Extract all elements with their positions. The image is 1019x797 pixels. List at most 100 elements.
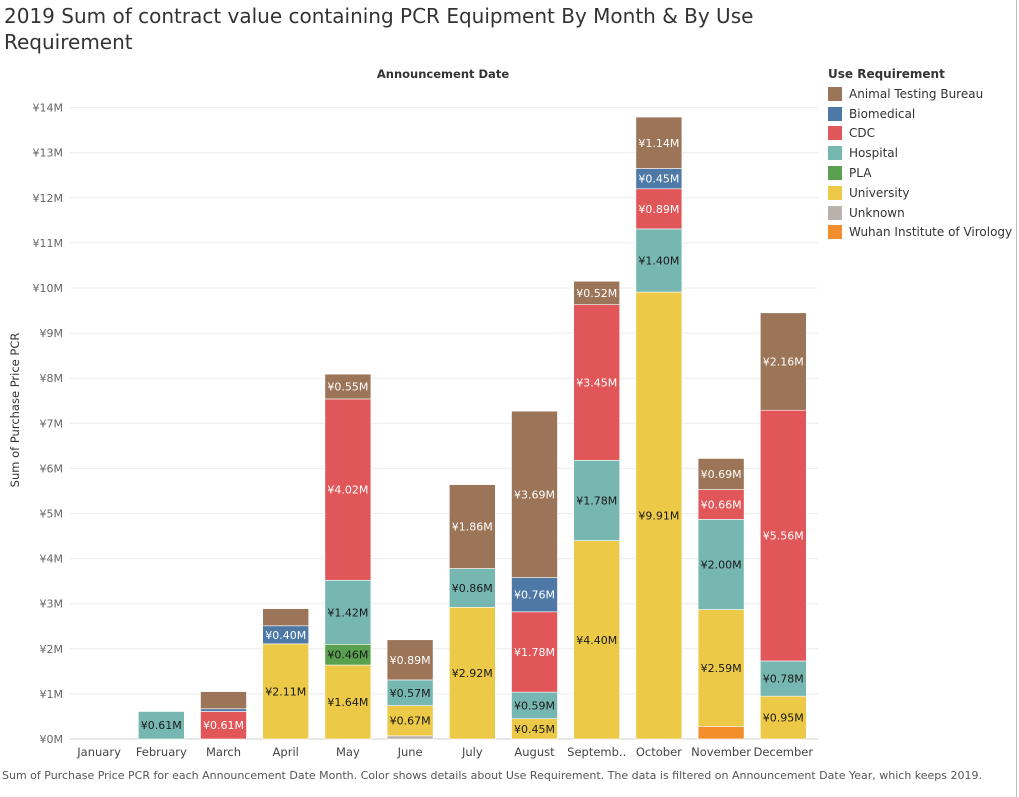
legend-item-animal-testing-bureau[interactable]: Animal Testing Bureau [828, 84, 1018, 104]
data-label: ¥4.40M [576, 634, 617, 647]
bar-segment-november-university[interactable] [697, 609, 745, 727]
legend-label: PLA [849, 166, 872, 181]
data-label: ¥9.91M [638, 510, 679, 523]
panel-border [1016, 0, 1017, 797]
bar-segment-septemb-university[interactable] [573, 540, 621, 740]
bar-segment-august-hospital[interactable] [511, 691, 558, 720]
data-label: ¥1.64M [327, 696, 368, 709]
y-tick-label: ¥0M [40, 733, 64, 746]
data-label: ¥1.14M [638, 137, 679, 150]
legend-label: Animal Testing Bureau [849, 86, 984, 101]
y-tick-label: ¥10M [33, 282, 64, 295]
data-label: ¥0.89M [638, 203, 679, 216]
legend-item-pla[interactable]: PLA [828, 163, 1018, 183]
data-label: ¥2.16M [763, 356, 804, 369]
x-axis-ticks: January February March April May June July Augu… [76, 745, 813, 759]
y-axis-ticks: ¥0M ¥1M ¥2M ¥3M ¥4M ¥5M ¥6M ¥7M ¥8M ¥9M ¥10M ¥11M ¥1… [33, 102, 64, 746]
bar-segment-july-animal-testing-bureau[interactable] [448, 484, 496, 569]
y-tick-label: ¥14M [33, 102, 64, 115]
legend-item-unknown[interactable]: Unknown [828, 203, 1018, 223]
bar-segment-november-animal-testing-bureau[interactable] [697, 458, 745, 490]
x-tick-label: Septemb.. [567, 745, 626, 759]
legend-swatch [828, 205, 842, 220]
bar-segment-november-wuhan-institute-of-virology[interactable] [697, 726, 745, 740]
data-label: ¥2.11M [265, 685, 306, 698]
gridlines [70, 107, 818, 740]
legend-item-hospital[interactable]: Hospital [828, 143, 1018, 163]
legend-item-university[interactable]: University [828, 183, 1018, 203]
bar-segment-august-animal-testing-bureau[interactable] [511, 410, 558, 578]
y-tick-label: ¥12M [33, 192, 64, 205]
bar-segment-november-cdc[interactable] [697, 489, 745, 520]
bar-segment-june-animal-testing-bureau[interactable] [386, 639, 434, 681]
bar-segment-october-cdc[interactable] [635, 188, 683, 230]
legend-swatch [828, 126, 842, 141]
bar-segment-october-hospital[interactable] [635, 228, 683, 293]
data-label: ¥0.59M [514, 699, 555, 712]
legend-swatch [828, 86, 842, 101]
bar-segment-march-biomedical[interactable] [200, 708, 247, 712]
y-tick-label: ¥9M [40, 327, 64, 340]
x-tick-label: August [514, 745, 555, 759]
bar-segment-october-university[interactable] [635, 291, 683, 740]
data-labels: ¥0.61M ¥0.61M ¥2.11M ¥0.40M ¥1.64M ¥0.46M ¥1.4… [141, 137, 804, 736]
bar-segment-march-cdc[interactable] [200, 711, 247, 740]
data-label: ¥0.55M [327, 381, 368, 394]
bar-segment-may-cdc[interactable] [324, 398, 372, 581]
data-label: ¥1.86M [452, 521, 493, 534]
data-label: ¥0.52M [576, 287, 617, 300]
bar-segment-december-university[interactable] [759, 695, 807, 740]
bar-segment-march-animal-testing-bureau[interactable] [200, 691, 247, 710]
bar-segment-june-university[interactable] [386, 705, 434, 737]
data-label: ¥0.66M [701, 498, 742, 511]
bar-segment-december-animal-testing-bureau[interactable] [759, 312, 807, 411]
data-label: ¥0.46M [327, 649, 368, 662]
y-tick-label: ¥4M [40, 553, 64, 566]
y-tick-label: ¥5M [40, 508, 64, 521]
bar-segment-july-hospital[interactable] [448, 568, 496, 608]
legend-swatch [828, 225, 842, 240]
x-tick-label: July [461, 745, 483, 759]
x-tick-label: June [397, 745, 423, 759]
legend-item-wuhan-institute-of-virology[interactable]: Wuhan Institute of Virology [828, 223, 1018, 243]
bar-segment-april-animal-testing-bureau[interactable] [262, 608, 310, 627]
bar-segment-november-hospital[interactable] [697, 519, 745, 610]
legend-item-biomedical[interactable]: Biomedical [828, 104, 1018, 124]
bar-segment-august-biomedical[interactable] [511, 577, 558, 613]
bar-segment-may-hospital[interactable] [324, 579, 372, 645]
chart-title: 2019 Sum of contract value containing PC… [4, 4, 754, 54]
legend-swatch [828, 146, 842, 161]
data-label: ¥0.45M [638, 173, 679, 186]
bar-segment-february-hospital[interactable] [138, 711, 185, 740]
legend-label: CDC [849, 126, 875, 141]
bar-segment-october-animal-testing-bureau[interactable] [635, 116, 683, 169]
bar-segment-july-university[interactable] [448, 607, 496, 740]
x-tick-label: December [753, 745, 813, 759]
bar-segment-april-university[interactable] [262, 643, 310, 740]
bar-segment-june-unknown[interactable] [386, 735, 434, 740]
bar-segment-may-animal-testing-bureau[interactable] [324, 373, 372, 400]
legend-item-cdc[interactable]: CDC [828, 124, 1018, 144]
x-tick-label: October [636, 745, 682, 759]
legend-items: Animal Testing Bureau Biomedical CDC Hospit… [828, 84, 1018, 242]
data-label: ¥0.61M [141, 719, 182, 732]
bar-segment-septemb-hospital[interactable] [573, 459, 621, 541]
data-label: ¥0.61M [203, 719, 244, 732]
x-tick-label: March [206, 745, 241, 759]
data-label: ¥1.78M [514, 646, 555, 659]
bar-segment-december-hospital[interactable] [759, 660, 807, 697]
bar-segment-december-cdc[interactable] [759, 409, 807, 662]
legend-swatch [828, 166, 842, 181]
legend-label: University [849, 185, 910, 200]
legend-swatch [828, 106, 842, 121]
data-label: ¥1.42M [327, 606, 368, 619]
bar-segment-septemb-cdc[interactable] [573, 304, 621, 461]
legend-label: Unknown [849, 205, 905, 220]
data-label: ¥2.92M [452, 667, 493, 680]
bars [138, 116, 807, 740]
legend-label: Hospital [849, 146, 898, 161]
legend-label: Wuhan Institute of Virology [849, 225, 1013, 240]
bar-segment-septemb-animal-testing-bureau[interactable] [573, 280, 621, 305]
bar-segment-august-cdc[interactable] [511, 611, 558, 693]
